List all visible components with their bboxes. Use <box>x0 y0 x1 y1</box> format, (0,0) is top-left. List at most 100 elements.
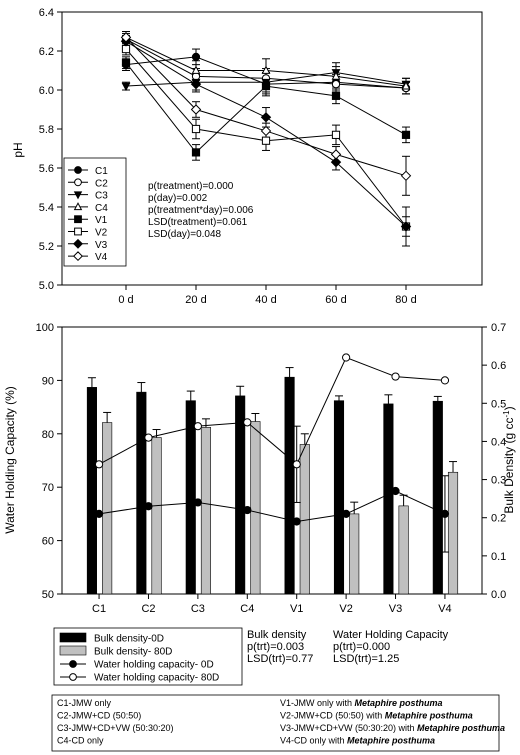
bulk-density-point <box>144 433 153 442</box>
whc-bar <box>235 395 246 595</box>
ph-point <box>191 52 201 61</box>
whc-y-tick-label: 60 <box>42 536 54 548</box>
whc-bar <box>398 505 409 595</box>
whc-bar <box>102 422 113 595</box>
treatment-label: C1-JMW only <box>57 698 112 708</box>
whc-bar <box>299 444 310 595</box>
ph-y-tick-label: 6.0 <box>39 85 54 97</box>
whc-legend: Bulk density-0D Bulk density- 80D Water ho… <box>53 627 243 686</box>
whc-bulk-density-chart: 50 60 70 80 90 100 0.0 0.1 0.2 0.3 0.4 0.5 0.6 0.7 C1 C… <box>3 322 516 615</box>
ph-point <box>120 32 132 43</box>
whc-stat-lsd: LSD(trt)=1.25 <box>333 653 399 665</box>
whc-bar <box>333 400 345 595</box>
ph-x-tick-label: 60 d <box>325 294 346 306</box>
bulk-density-point <box>292 517 301 526</box>
ph-legend-label: V3 <box>95 240 108 251</box>
whc-bar <box>86 387 97 595</box>
bulk-density-point <box>440 509 450 519</box>
bulk-density-lines <box>94 353 450 553</box>
ph-legend-label: V4 <box>95 252 108 263</box>
bulk-density-point <box>342 509 351 519</box>
ph-point <box>121 82 131 92</box>
ph-point <box>260 125 272 137</box>
bulk-density-point <box>391 486 400 496</box>
bulk-density-y-tick-label: 0.6 <box>491 360 506 372</box>
ph-point <box>191 148 201 157</box>
whc-stat-title: Water Holding Capacity <box>333 629 449 641</box>
ph-legend-label: V1 <box>95 215 108 226</box>
bulk-density-point <box>292 460 301 469</box>
bd-stat-title: Bulk density <box>247 629 307 641</box>
ph-point <box>331 130 341 139</box>
bulk-density-point <box>391 372 400 381</box>
ph-point <box>190 104 202 115</box>
bulk-density-point <box>440 376 450 385</box>
ph-legend-marker <box>74 178 82 187</box>
whc-statistics: Bulk density p(trt)=0.003 LSD(trt)=0.77 … <box>247 629 449 665</box>
ph-legend-label: V2 <box>95 228 108 239</box>
whc-bar <box>284 376 295 595</box>
bulk-density-point <box>193 422 202 431</box>
ph-legend-label: C4 <box>95 203 108 214</box>
ph-ticks: 5.0 5.2 5.4 5.6 5.8 6.0 6.2 6.4 0 d 20 d 40 d 60 d 8… <box>39 7 417 306</box>
ph-y-tick-label: 5.8 <box>39 124 54 136</box>
bulk-density-y-tick-label: 0.3 <box>491 475 506 487</box>
ph-point <box>400 221 412 232</box>
ph-legend-marker <box>74 227 82 236</box>
whc-bar <box>447 471 459 595</box>
treatment-key-box <box>51 694 500 752</box>
whc-y-axis-label: Water Holding Capacity (%) <box>3 386 17 534</box>
ph-point <box>121 58 131 67</box>
bulk-density-y-tick-label: 0.7 <box>491 322 506 334</box>
whc-x-tick-label: V3 <box>389 603 402 615</box>
whc-bar <box>136 391 147 595</box>
ph-y-axis-label: pH <box>11 142 25 157</box>
whc-stat-p: p(trt)=0.000 <box>333 641 390 653</box>
ph-stat-lsd-day: LSD(day)=0.048 <box>148 229 222 240</box>
whc-x-tick-label: C3 <box>191 603 205 615</box>
ph-y-tick-label: 5.0 <box>39 280 54 292</box>
ph-legend-marker <box>74 166 82 174</box>
ph-point <box>191 124 201 134</box>
ph-point <box>261 136 271 145</box>
whc-legend-marker <box>69 673 77 681</box>
bulk-density-y-tick-label: 0.1 <box>491 551 506 563</box>
bulk-density-point <box>144 502 153 511</box>
ph-legend-label: C1 <box>95 166 108 177</box>
ph-stat-treatment: p(treatment)=0.000 <box>148 181 234 192</box>
ph-point <box>331 91 341 100</box>
bulk-density-line <box>98 356 445 466</box>
treatment-label: V1-JMW only with Metaphire posthuma <box>280 698 443 708</box>
ph-series <box>120 31 412 247</box>
bulk-density-point <box>193 498 202 507</box>
ph-x-tick-label: 20 d <box>185 294 206 306</box>
ph-x-tick-label: 40 d <box>255 294 276 306</box>
whc-legend-swatch <box>59 645 87 656</box>
whc-bar <box>200 427 212 595</box>
whc-y-tick-label: 100 <box>36 322 54 334</box>
bulk-density-point <box>243 505 252 515</box>
whc-y-tick-label: 90 <box>42 375 54 387</box>
ph-point <box>331 71 341 80</box>
ph-statistics: p(treatment)=0.000 p(day)=0.002 p(treatm… <box>148 181 254 240</box>
ph-point <box>261 65 271 74</box>
whc-legend-label: Water holding capacity- 80D <box>94 673 219 684</box>
whc-plot-frame <box>61 326 483 595</box>
whc-y-tick-label: 80 <box>42 429 54 441</box>
whc-ticks: 50 60 70 80 90 100 0.0 0.1 0.2 0.3 0.4 0.5 0.6 0.7 C1 C… <box>36 322 507 615</box>
whc-bar <box>151 437 162 595</box>
treatment-label: V4-CD only with Metaphire posthuma <box>280 736 435 746</box>
ph-point <box>401 81 411 90</box>
ph-legend-marker <box>73 251 83 262</box>
whc-bar <box>250 421 261 595</box>
ph-legend-marker <box>73 238 83 249</box>
whc-x-tick-label: V2 <box>339 603 352 615</box>
ph-y-tick-label: 5.2 <box>39 241 54 253</box>
ph-point <box>260 112 272 123</box>
whc-legend-label: Bulk density-0D <box>94 634 164 645</box>
bd-stat-p: p(trt)=0.003 <box>247 641 304 653</box>
ph-legend-box <box>63 157 127 267</box>
ph-legend-marker <box>74 215 82 224</box>
